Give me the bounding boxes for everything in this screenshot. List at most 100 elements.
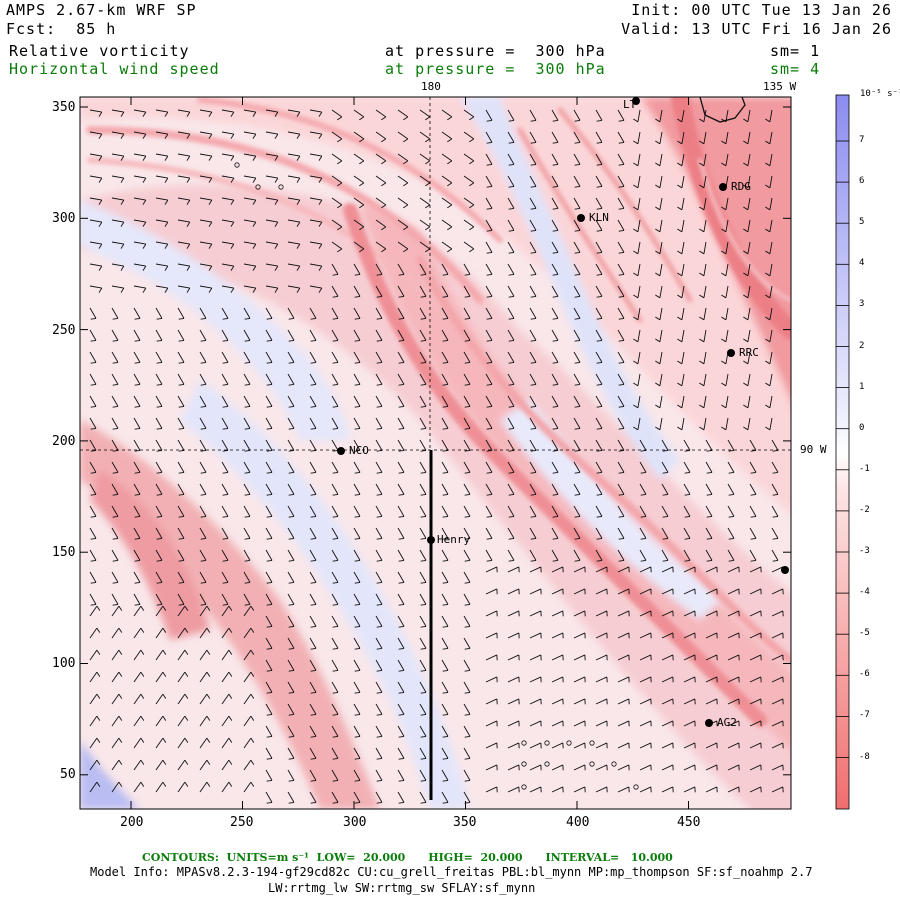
wind-barb bbox=[463, 725, 471, 737]
wind-barb-flag bbox=[332, 713, 339, 716]
wind-barb bbox=[133, 737, 142, 749]
wind-barb bbox=[177, 175, 190, 179]
wind-barb-flag bbox=[508, 449, 515, 452]
wind-barb bbox=[331, 593, 339, 605]
wind-barb bbox=[331, 197, 343, 206]
wind-barb-flag bbox=[228, 693, 233, 699]
wind-barb bbox=[507, 483, 515, 495]
wind-barb-flag bbox=[98, 265, 103, 271]
wind-barb-flag bbox=[596, 427, 603, 430]
wind-barb bbox=[463, 241, 475, 250]
wind-barb-flag bbox=[677, 426, 683, 431]
product-title: AMPS 2.67-km WRF SP bbox=[6, 1, 197, 19]
wind-barb-flag bbox=[186, 177, 191, 183]
wind-barb bbox=[769, 109, 773, 122]
wind-barb-flag bbox=[398, 471, 405, 474]
wind-barb bbox=[727, 439, 735, 451]
wind-barb-flag bbox=[486, 405, 493, 408]
wind-barb-flag bbox=[244, 471, 251, 474]
wind-barb bbox=[199, 439, 207, 451]
wind-barb-flag bbox=[442, 405, 449, 408]
wind-barb-flag bbox=[332, 515, 339, 518]
wind-barb bbox=[661, 505, 669, 517]
wind-barb bbox=[353, 549, 361, 561]
calm-wind-marker bbox=[544, 761, 550, 767]
wind-barb-flag bbox=[354, 647, 361, 650]
wind-barb-flag bbox=[425, 226, 431, 231]
wind-barb bbox=[703, 109, 707, 122]
wind-barb bbox=[595, 417, 603, 429]
wind-barb-flag bbox=[310, 405, 317, 408]
wind-barb bbox=[463, 373, 471, 385]
wind-barb-flag bbox=[552, 185, 559, 188]
wind-barb-flag bbox=[633, 118, 639, 123]
wind-barb-flag bbox=[98, 287, 103, 293]
wind-barb-flag bbox=[288, 515, 295, 518]
wind-barb bbox=[199, 527, 207, 539]
wind-barb bbox=[769, 241, 773, 254]
wind-barb bbox=[221, 329, 229, 341]
wind-barb bbox=[133, 329, 141, 341]
wind-barb-flag bbox=[134, 405, 141, 408]
wind-barb bbox=[265, 659, 273, 671]
wind-barb bbox=[639, 439, 647, 451]
wind-barb-flag bbox=[90, 383, 97, 386]
wind-barb-flag bbox=[486, 383, 493, 386]
wind-barb bbox=[747, 395, 751, 408]
wind-barb-flag bbox=[310, 427, 317, 430]
wind-barb bbox=[111, 329, 119, 341]
wind-barb bbox=[375, 659, 383, 671]
wind-barb bbox=[749, 720, 762, 727]
wind-barb-flag bbox=[184, 715, 189, 721]
wind-barb-flag bbox=[486, 207, 493, 210]
wind-barb bbox=[397, 505, 405, 517]
wind-barb bbox=[419, 351, 427, 363]
wind-barb-flag bbox=[376, 317, 383, 320]
wind-barb bbox=[683, 742, 696, 749]
wind-barb-flag bbox=[743, 360, 749, 365]
wind-barb-flag bbox=[618, 515, 625, 518]
wind-barb bbox=[573, 483, 581, 495]
wind-barb bbox=[331, 395, 339, 407]
wind-barb bbox=[177, 461, 185, 473]
wind-barb bbox=[419, 197, 431, 206]
wind-barb bbox=[265, 263, 278, 267]
wind-barb-flag bbox=[464, 317, 471, 320]
wind-barb bbox=[703, 417, 707, 430]
wind-barb bbox=[441, 307, 449, 319]
wind-barb bbox=[243, 153, 256, 157]
wind-barb-flag bbox=[354, 801, 361, 804]
wind-barb bbox=[617, 566, 630, 573]
wind-barb bbox=[725, 395, 729, 408]
wind-barb-flag bbox=[486, 251, 493, 254]
wind-barb bbox=[177, 373, 185, 385]
wind-barb-flag bbox=[244, 603, 251, 606]
wind-barb-flag bbox=[96, 671, 101, 677]
wind-barb bbox=[199, 715, 208, 727]
wind-barb-flag bbox=[574, 185, 581, 188]
wind-barb-flag bbox=[206, 693, 211, 699]
wind-barb-flag bbox=[574, 405, 581, 408]
wind-barb bbox=[397, 527, 405, 539]
wind-barb bbox=[155, 175, 168, 179]
wind-barb bbox=[243, 693, 252, 705]
wind-barb bbox=[595, 153, 603, 165]
wind-barb-flag bbox=[640, 493, 647, 496]
wind-barb-flag bbox=[552, 207, 559, 210]
wind-barb-flag bbox=[530, 449, 537, 452]
wind-barb-flag bbox=[134, 537, 141, 540]
wind-barb-flag bbox=[206, 649, 211, 655]
wind-barb bbox=[177, 131, 190, 135]
wind-barb-flag bbox=[244, 515, 251, 518]
wind-barb-flag bbox=[296, 265, 301, 271]
wind-barb-flag bbox=[677, 184, 683, 189]
wind-barb bbox=[133, 593, 141, 605]
wind-barb bbox=[681, 395, 685, 408]
wind-barb bbox=[243, 571, 251, 583]
wind-barb-flag bbox=[618, 207, 625, 210]
wind-barb bbox=[199, 505, 207, 517]
station-label-nco: NCO bbox=[349, 444, 369, 457]
wind-barb-flag bbox=[274, 199, 279, 205]
wind-barb bbox=[243, 627, 252, 639]
wind-barb bbox=[375, 703, 383, 715]
